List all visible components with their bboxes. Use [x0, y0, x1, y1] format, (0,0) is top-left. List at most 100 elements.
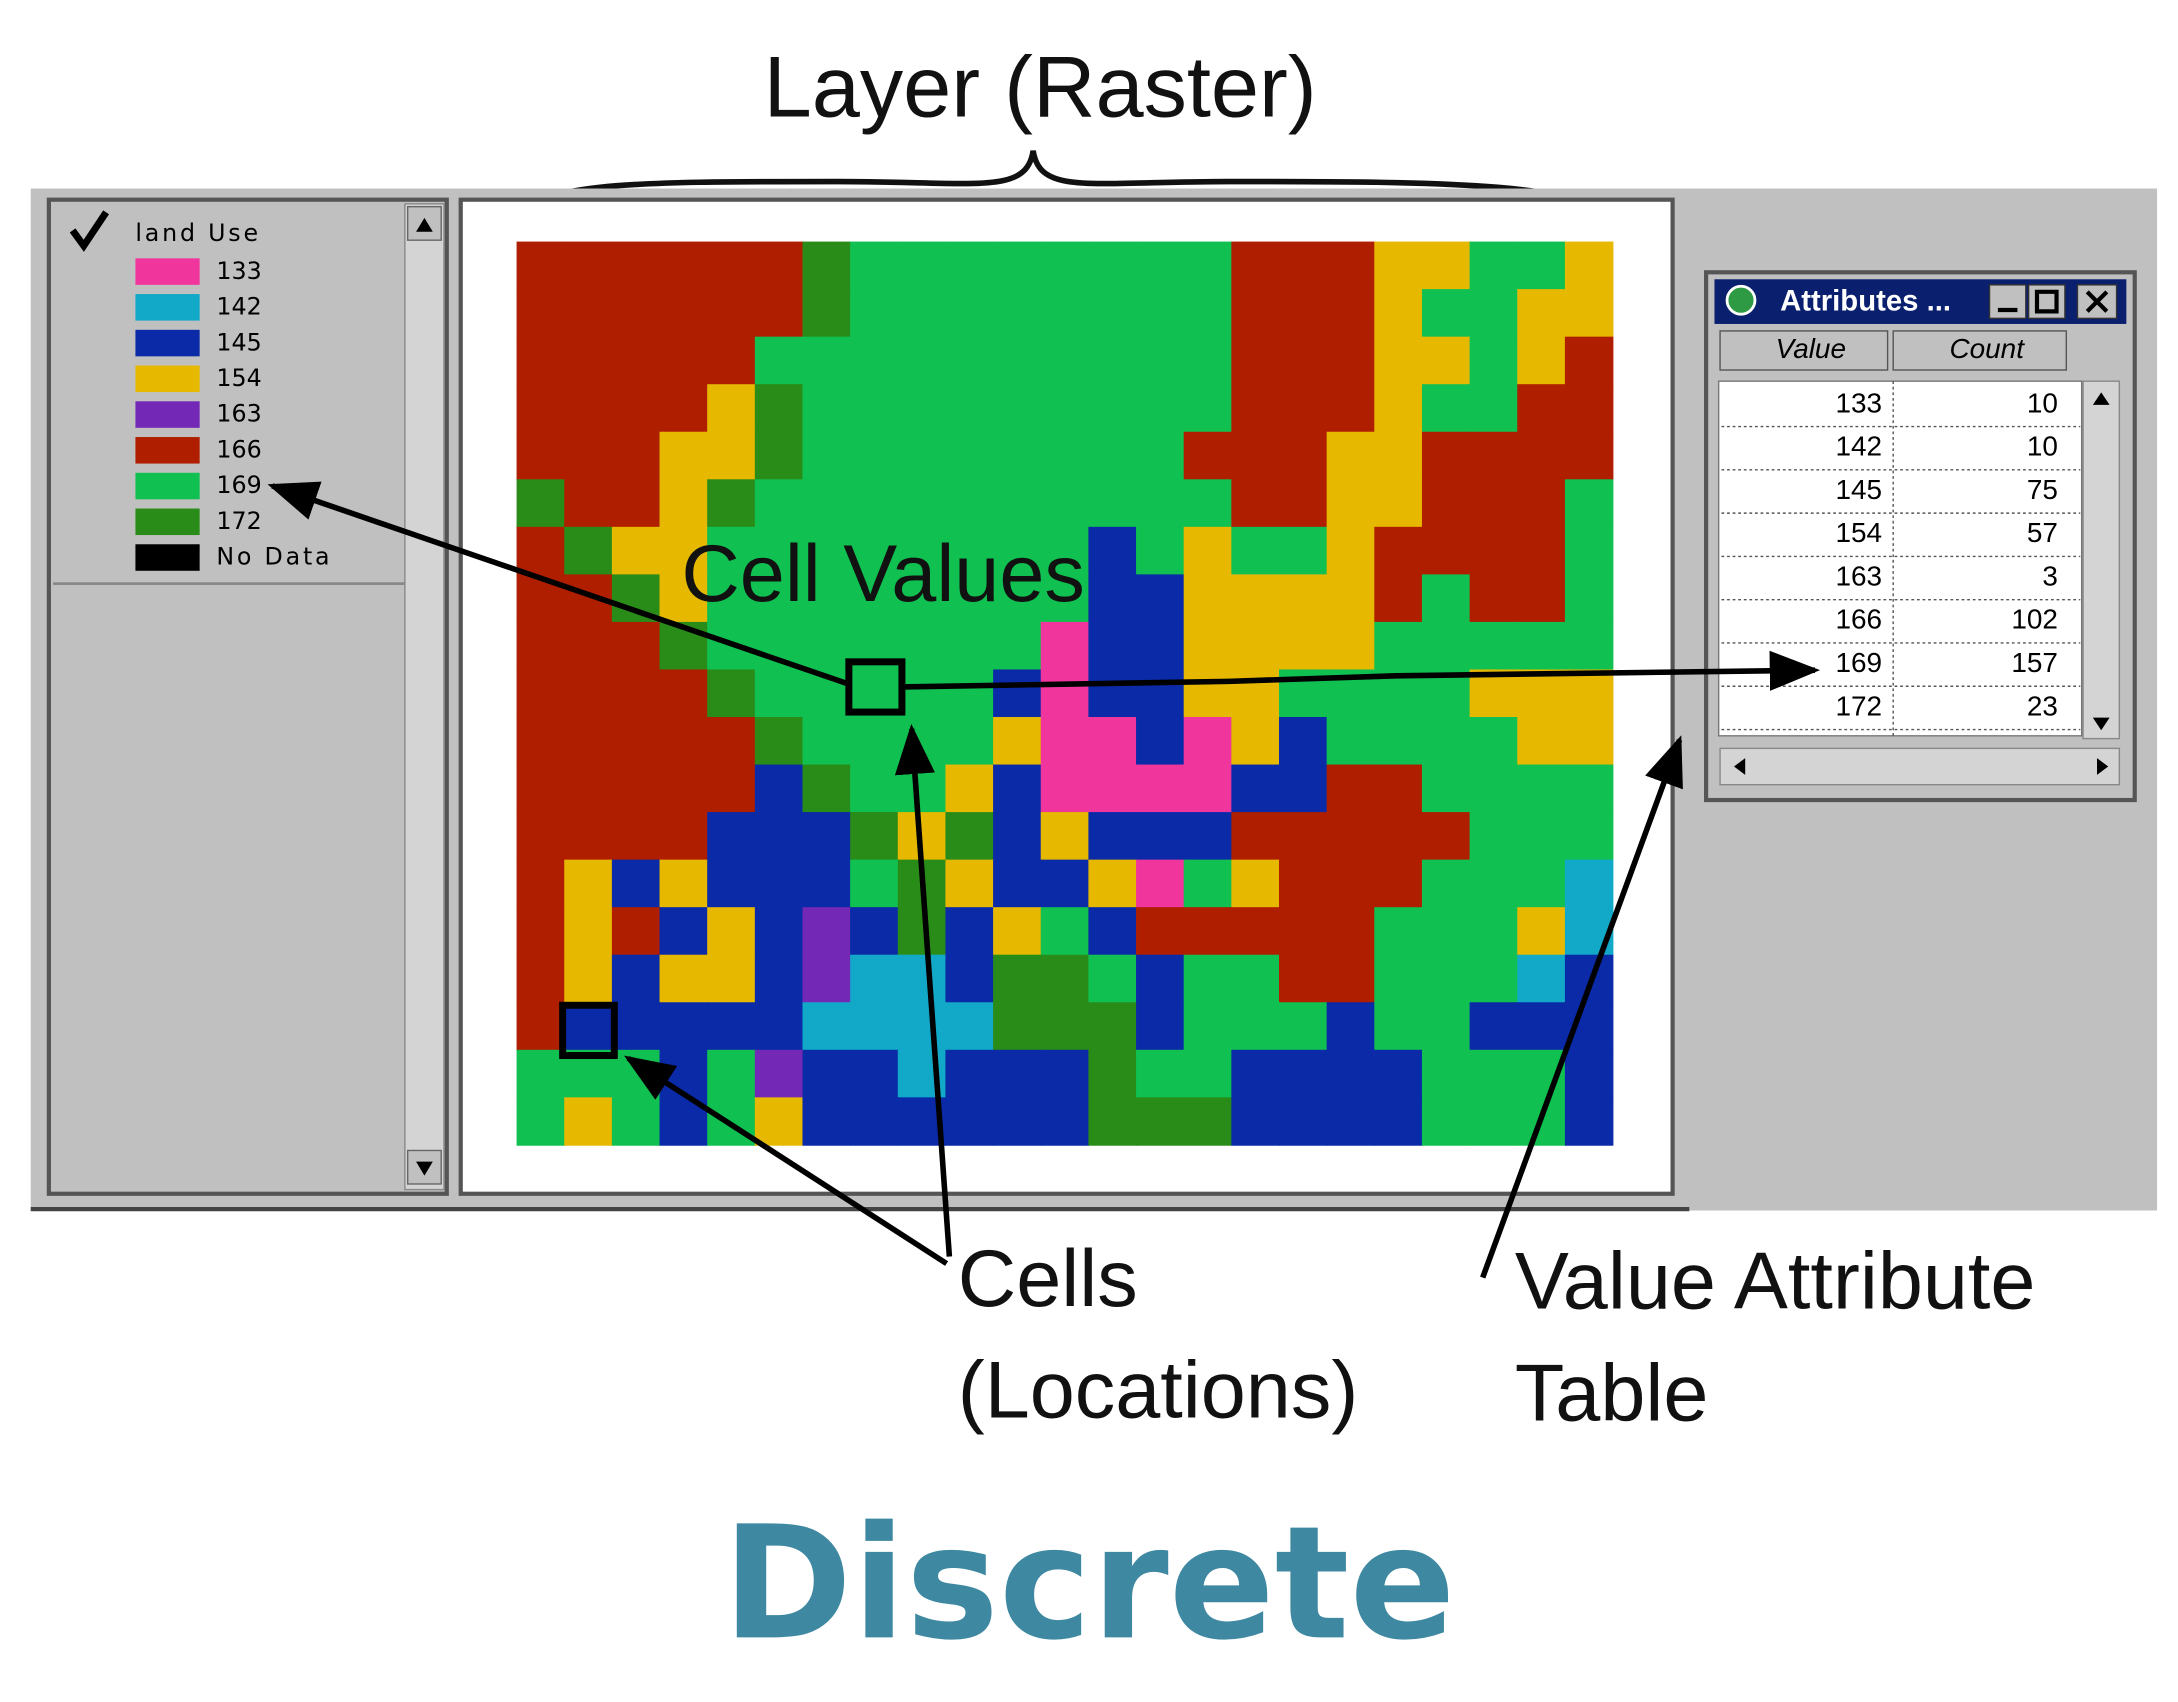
raster-cell [1088, 764, 1137, 813]
raster-cell [516, 479, 566, 528]
window-title: Attributes ... [1780, 285, 1951, 318]
raster-cell [1231, 431, 1280, 481]
raster-cell [897, 526, 947, 576]
raster-cell [945, 289, 994, 338]
raster-cell [945, 384, 994, 433]
raster-cell [1374, 431, 1423, 481]
raster-cell [1136, 336, 1185, 386]
raster-cell [993, 669, 1042, 718]
raster-cell [611, 479, 661, 528]
raster-cell [1278, 812, 1328, 861]
caption: Discrete [722, 1492, 1455, 1674]
raster-cell [564, 717, 613, 766]
raster-cell [516, 1097, 566, 1146]
raster-cell [754, 289, 804, 338]
raster-cell [1136, 384, 1185, 433]
toc-scrollbar[interactable] [404, 203, 445, 1191]
raster-cell [611, 859, 661, 909]
table-scrollbar[interactable] [2082, 380, 2121, 740]
raster-cell [1421, 717, 1471, 766]
raster-cell [1231, 859, 1280, 909]
raster-cell [1136, 717, 1185, 766]
column-header[interactable] [1719, 330, 1889, 371]
legend-label: 145 [216, 328, 261, 356]
raster-cell [1421, 954, 1471, 1004]
raster-cell [659, 336, 709, 386]
raster-cell [1088, 812, 1137, 861]
raster-cell [1326, 812, 1376, 861]
raster-cell [945, 717, 994, 766]
raster-cell [1136, 289, 1185, 338]
raster-cell [1040, 1049, 1090, 1099]
raster-cell [1374, 812, 1423, 861]
raster-cell [1278, 526, 1328, 576]
raster-cell [945, 764, 994, 813]
column-header[interactable] [1892, 330, 2068, 371]
raster-cell [897, 479, 947, 528]
raster-cell [754, 907, 804, 956]
raster-cell [1421, 907, 1471, 956]
raster-cell [1326, 479, 1376, 528]
raster-cell [516, 1002, 566, 1051]
raster-cell [564, 1097, 613, 1146]
raster-cell [1040, 764, 1090, 813]
column-label: Value [1776, 333, 1846, 364]
table-cell: 142 [1835, 431, 1882, 462]
raster-cell [611, 241, 661, 290]
raster-cell [1326, 526, 1376, 576]
raster-cell [1421, 859, 1471, 909]
legend-swatch [135, 544, 200, 571]
raster-cell [1040, 574, 1090, 623]
raster-cell [754, 717, 804, 766]
raster-cell [1088, 384, 1137, 433]
raster-cell [516, 954, 566, 1004]
raster-cell [802, 431, 851, 481]
raster-cell [1421, 431, 1471, 481]
raster-cell [1231, 669, 1280, 718]
raster-cell [1088, 859, 1137, 909]
raster-cell [564, 621, 613, 671]
raster-cell [1183, 241, 1233, 290]
raster-cell [850, 1002, 899, 1051]
raster-cell [850, 812, 899, 861]
raster-cell [754, 336, 804, 386]
table-cell: 57 [2027, 517, 2058, 548]
annotation: Cells [958, 1234, 1138, 1324]
raster-cell [564, 1002, 613, 1051]
table-cell: 3 [2042, 560, 2058, 591]
legend-title: land Use [135, 219, 260, 247]
raster-cell [1374, 1002, 1423, 1051]
raster-cell [897, 384, 947, 433]
raster-cell [802, 1097, 851, 1146]
raster-cell [659, 669, 709, 718]
raster-cell [707, 574, 756, 623]
layer-checkbox[interactable] [69, 210, 110, 252]
legend-swatch [135, 472, 200, 500]
raster-cell [754, 954, 804, 1004]
raster-cell [1183, 764, 1233, 813]
raster-cell [1088, 1049, 1137, 1099]
table-cell: 166 [1835, 604, 1882, 635]
raster-cell [1469, 289, 1519, 338]
minimize-button[interactable] [1988, 284, 2027, 320]
raster-cell [1517, 1002, 1566, 1051]
raster-cell [1469, 621, 1519, 671]
table-hscrollbar[interactable] [1719, 747, 2121, 786]
raster-cell [1088, 1002, 1137, 1051]
raster-cell [1374, 526, 1423, 576]
raster-cell [850, 1097, 899, 1146]
raster-cell [1278, 717, 1328, 766]
raster-cell [1374, 954, 1423, 1004]
raster-cell [1183, 621, 1233, 671]
raster-cell [1564, 479, 1614, 528]
raster-cell [707, 1002, 756, 1051]
raster-cell [1040, 431, 1090, 481]
raster-cell [1326, 574, 1376, 623]
raster-cell [945, 241, 994, 290]
raster-cell [850, 954, 899, 1004]
raster-cell [659, 717, 709, 766]
raster-cell [1517, 669, 1566, 718]
raster-cell [754, 526, 804, 576]
raster-cell [850, 241, 899, 290]
raster-cell [707, 1049, 756, 1099]
